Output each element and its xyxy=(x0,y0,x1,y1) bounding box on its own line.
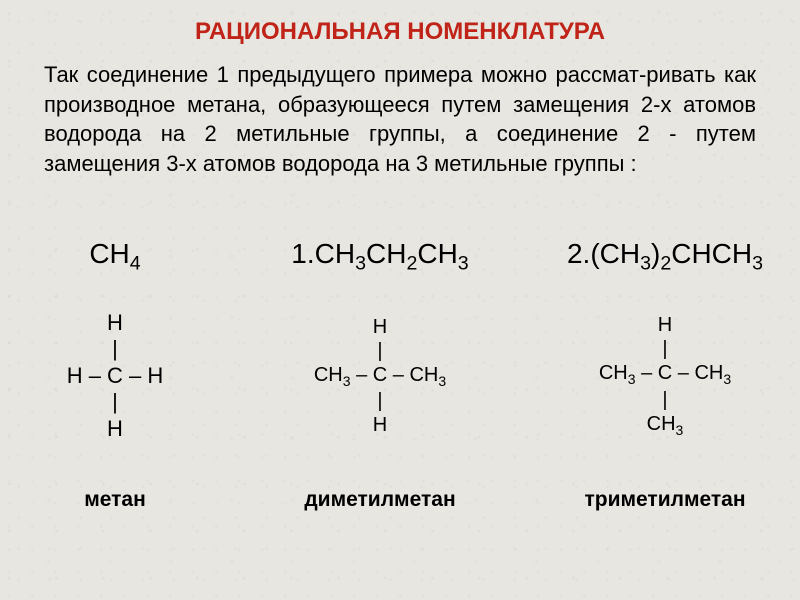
struct-line: H – C – H xyxy=(67,363,164,389)
structure-3: H|CH3 – C – CH3|CH3 xyxy=(599,313,731,439)
page-title: РАЦИОНАЛЬНАЯ НОМЕНКЛАТУРА xyxy=(0,18,800,46)
body-paragraph: Так соединение 1 предыдущего примера мож… xyxy=(44,60,756,179)
struct-line: H xyxy=(67,416,164,442)
struct-line: CH3 – C – CH3 xyxy=(599,361,731,388)
name-row: метан диметилметан триметилметан xyxy=(0,488,800,512)
name-2: диметилметан xyxy=(304,488,455,511)
structure-2: H|CH3 – C – CH3|H xyxy=(314,315,446,438)
struct-line: | xyxy=(67,336,164,362)
struct-line: | xyxy=(314,389,446,413)
struct-line: H xyxy=(67,310,164,336)
struct-line: H xyxy=(314,315,446,339)
formula-3: 2.(CH3)2CHCH3 xyxy=(567,238,763,269)
struct-line: | xyxy=(599,337,731,361)
formula-row: CH4 1.CH3CH2CH3 2.(CH3)2CHCH3 xyxy=(0,238,800,276)
struct-line: H xyxy=(599,313,731,337)
structure-1: H|H – C – H|H xyxy=(67,310,164,442)
struct-line: CH3 xyxy=(599,412,731,439)
name-3: триметилметан xyxy=(584,488,745,511)
structure-row: H|H – C – H|H H|CH3 – C – CH3|H H|CH3 – … xyxy=(0,310,800,442)
struct-line: | xyxy=(67,389,164,415)
name-1: метан xyxy=(84,488,146,511)
formula-2: 1.CH3CH2CH3 xyxy=(291,238,468,269)
struct-line: | xyxy=(314,339,446,363)
struct-line: CH3 – C – CH3 xyxy=(314,363,446,390)
struct-line: H xyxy=(314,413,446,437)
struct-line: | xyxy=(599,388,731,412)
formula-1: CH4 xyxy=(89,238,140,269)
